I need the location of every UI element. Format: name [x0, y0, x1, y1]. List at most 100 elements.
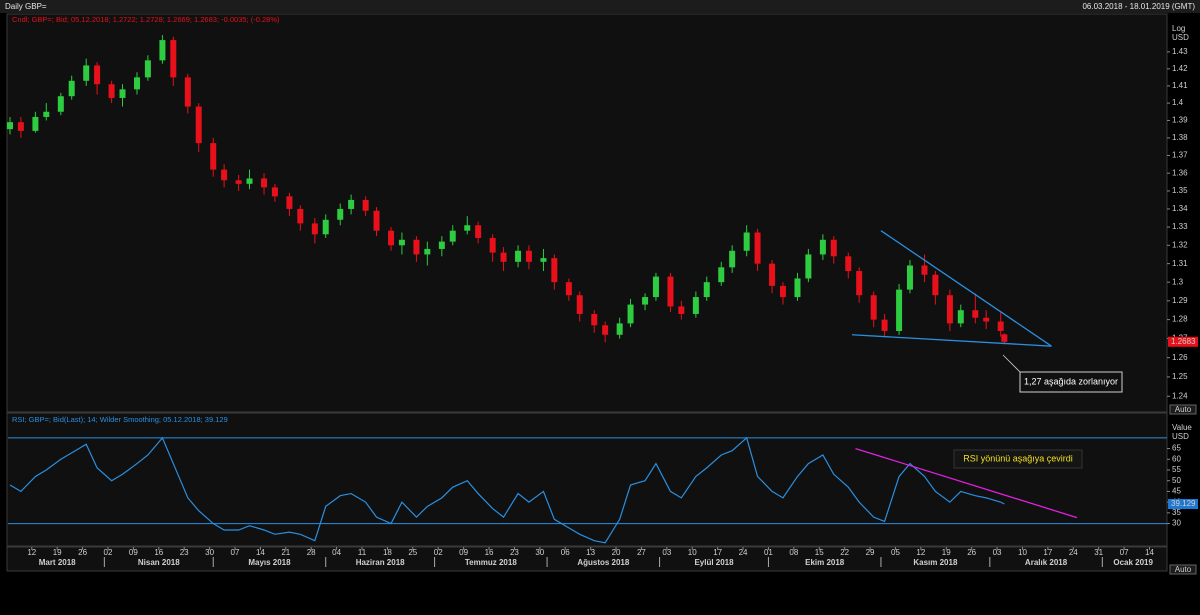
x-tick-label: 13	[586, 548, 595, 557]
month-label: Nisan 2018	[138, 558, 180, 567]
annotation-text: 1,27 aşağıda zorlanıyor	[1024, 376, 1118, 386]
x-tick-label: 06	[561, 548, 570, 557]
month-label: Ocak 2019	[1113, 558, 1153, 567]
x-tick-label: 25	[408, 548, 417, 557]
candle-body	[779, 285, 786, 298]
candle-body	[449, 230, 456, 242]
candle-body	[881, 319, 888, 331]
candle-body	[692, 297, 699, 314]
annotation-box	[1019, 371, 1123, 393]
x-tick-label: 20	[612, 548, 621, 557]
y-tick-label: 1.41	[1172, 81, 1188, 90]
axis-label: Log	[1172, 24, 1185, 33]
candle-body	[551, 258, 558, 283]
plot-layer: 1.241.251.261.271.281.291.31.311.321.331…	[7, 35, 1198, 567]
candle-body	[794, 278, 801, 298]
candle-body	[870, 295, 877, 320]
x-tick-label: 21	[281, 548, 290, 557]
candle-body	[856, 271, 863, 296]
month-label: Haziran 2018	[356, 558, 405, 567]
x-tick-label: 30	[205, 548, 214, 557]
x-tick-label: 24	[739, 548, 748, 557]
candle-body	[946, 295, 953, 324]
x-tick-label: 02	[434, 548, 443, 557]
x-tick-label: 07	[231, 548, 240, 557]
candle-body	[525, 250, 532, 262]
candle-body	[297, 208, 304, 224]
candle-body	[616, 323, 623, 335]
candle-body	[17, 122, 24, 131]
candle-body	[540, 258, 547, 262]
candle-body	[438, 241, 445, 249]
rsi-line	[9, 436, 1005, 544]
candle-body	[57, 96, 64, 112]
x-tick-label: 09	[129, 548, 138, 557]
last-value-label: 39.129	[1171, 499, 1196, 508]
candle-body	[489, 237, 496, 253]
last-value-box	[1168, 499, 1198, 510]
candle-body	[235, 180, 242, 184]
price-panel	[6, 13, 1168, 413]
candle-body	[373, 210, 380, 231]
candle-body	[921, 265, 928, 275]
y-tick-label: 1.42	[1172, 64, 1188, 73]
annotation-connector	[1002, 354, 1023, 375]
auto-button[interactable]	[1169, 404, 1197, 415]
trendline	[855, 447, 1078, 519]
auto-button-label[interactable]: Auto	[1175, 565, 1192, 574]
x-tick-label: 18	[383, 548, 392, 557]
candle-body	[576, 295, 583, 314]
y-tick-label: 1.31	[1172, 259, 1188, 268]
candle-body	[565, 282, 572, 296]
candle-body	[108, 84, 115, 98]
y-tick-label: 1.32	[1172, 240, 1188, 249]
candle-body	[769, 263, 776, 286]
candle-body	[362, 199, 369, 211]
x-tick-label: 22	[840, 548, 849, 557]
x-tick-label: 28	[307, 548, 316, 557]
y-tick-label: 65	[1172, 444, 1181, 453]
x-tick-label: 03	[993, 548, 1002, 557]
x-tick-label: 02	[104, 548, 113, 557]
last-price-box	[1168, 336, 1198, 347]
candle-body	[83, 65, 90, 81]
candle-body	[500, 252, 507, 262]
chart-title: Daily GBP=	[5, 2, 47, 11]
x-tick-label: 19	[942, 548, 951, 557]
candle-body	[322, 219, 329, 235]
x-tick-label: 26	[967, 548, 976, 557]
axis-label: Value	[1172, 423, 1192, 432]
candle-body	[337, 208, 344, 220]
candle-body	[896, 289, 903, 331]
auto-button-label[interactable]: Auto	[1175, 405, 1192, 414]
candle-body	[246, 178, 253, 184]
x-tick-label: 24	[1069, 548, 1078, 557]
month-label: Kasım 2018	[913, 558, 958, 567]
candle-body	[475, 225, 482, 238]
candle-body	[210, 143, 217, 170]
x-tick-label: 08	[789, 548, 798, 557]
candle-body	[754, 232, 761, 264]
month-label: Aralık 2018	[1025, 558, 1068, 567]
x-tick-label: 01	[764, 548, 773, 557]
y-tick-label: 1.25	[1172, 372, 1188, 381]
candle-body	[678, 306, 685, 314]
y-tick-label: 1.39	[1172, 116, 1188, 125]
auto-button[interactable]	[1169, 564, 1197, 575]
candle-body	[667, 276, 674, 307]
x-tick-label: 17	[713, 548, 722, 557]
x-tick-label: 14	[1145, 548, 1154, 557]
x-tick-label: 10	[1018, 548, 1027, 557]
y-tick-label: 1.38	[1172, 133, 1188, 142]
candle-body	[602, 325, 609, 335]
y-tick-label: 55	[1172, 465, 1181, 474]
x-tick-label: 11	[358, 548, 367, 557]
candle-body	[652, 276, 659, 298]
candle-body	[7, 122, 13, 130]
candle-body	[845, 256, 852, 272]
y-tick-label: 1.37	[1172, 151, 1188, 160]
candle-body	[997, 321, 1004, 331]
candle-body	[906, 265, 913, 290]
y-tick-label: 1.36	[1172, 168, 1188, 177]
